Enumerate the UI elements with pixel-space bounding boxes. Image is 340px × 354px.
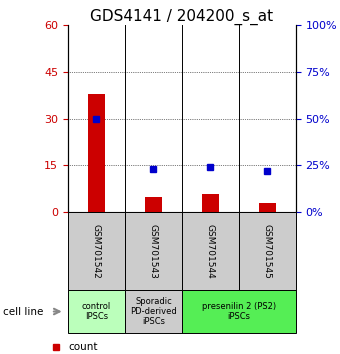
Text: GSM701544: GSM701544 [206, 224, 215, 279]
Bar [182, 212, 239, 290]
Text: Sporadic
PD-derived
iPSCs: Sporadic PD-derived iPSCs [130, 297, 177, 326]
Bar [88, 93, 105, 212]
Text: GSM701542: GSM701542 [92, 224, 101, 279]
Bar [68, 212, 125, 290]
Text: count: count [68, 342, 98, 352]
Bar [259, 203, 276, 212]
Bar [145, 197, 162, 212]
Title: GDS4141 / 204200_s_at: GDS4141 / 204200_s_at [90, 8, 273, 25]
Bar [68, 290, 125, 333]
Bar [239, 212, 296, 290]
Text: GSM701543: GSM701543 [149, 224, 158, 279]
Bar [202, 194, 219, 212]
Bar [125, 290, 182, 333]
Text: GSM701545: GSM701545 [263, 224, 272, 279]
Text: presenilin 2 (PS2)
iPSCs: presenilin 2 (PS2) iPSCs [202, 302, 276, 321]
Bar [125, 212, 182, 290]
Text: control
IPSCs: control IPSCs [82, 302, 111, 321]
Bar [182, 290, 296, 333]
Text: cell line: cell line [3, 307, 44, 316]
